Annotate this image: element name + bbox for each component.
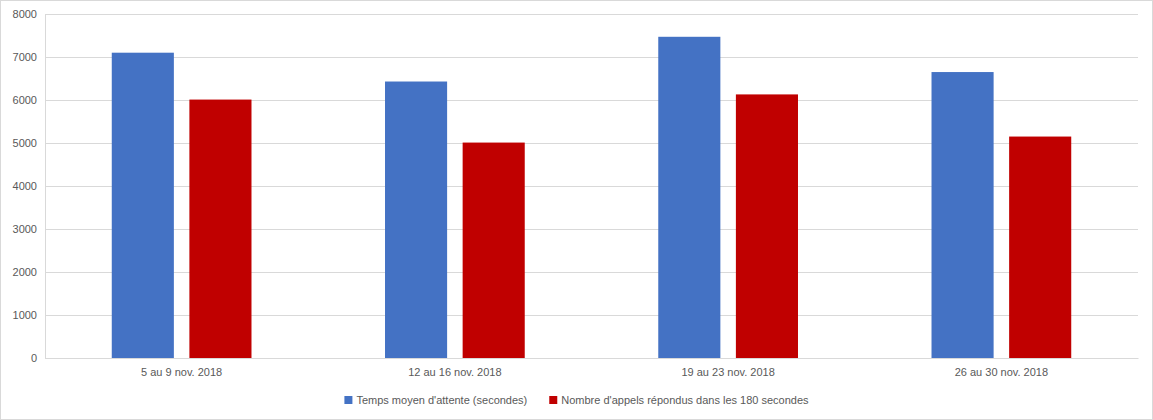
y-tick-label: 6000	[13, 94, 37, 106]
y-tick: 3000	[13, 223, 45, 235]
y-tick: 4000	[13, 180, 45, 192]
plot: 0 1000 2000 3000 4000 5000 6000 7000 8000 5 au 9 …	[13, 8, 1139, 378]
legend-swatch	[549, 396, 557, 404]
x-tick: 5 au 9 nov. 2018	[141, 358, 222, 378]
bar	[658, 37, 720, 358]
x-tick: 26 au 30 nov. 2018	[955, 358, 1048, 378]
y-tick: 8000	[13, 8, 45, 20]
y-tick-label: 1000	[13, 309, 37, 321]
y-tick: 6000	[13, 94, 45, 106]
bar	[1009, 137, 1071, 358]
bar-series	[112, 37, 994, 358]
y-tick: 7000	[13, 51, 45, 63]
y-tick: 2000	[13, 266, 45, 278]
y-tick: 1000	[13, 309, 45, 321]
bar	[112, 53, 174, 358]
x-tick: 12 au 16 nov. 2018	[408, 358, 501, 378]
x-tick-label: 5 au 9 nov. 2018	[141, 366, 222, 378]
legend-label: Nombre d'appels répondus dans les 180 se…	[561, 394, 809, 406]
y-tick: 5000	[13, 137, 45, 149]
y-axis-line	[45, 15, 46, 359]
y-axis: 0 1000 2000 3000 4000 5000 6000 7000 8000	[13, 8, 46, 364]
grid	[45, 15, 1138, 359]
y-tick-label: 5000	[13, 137, 37, 149]
grid-line	[45, 57, 1138, 58]
legend-item: Temps moyen d'attente (secondes)	[344, 394, 527, 406]
chart-frame	[1, 1, 1153, 420]
x-tick-label: 26 au 30 nov. 2018	[955, 366, 1048, 378]
x-axis-line	[46, 358, 1139, 359]
bar	[736, 94, 798, 358]
bar	[463, 143, 525, 358]
y-tick-label: 2000	[13, 266, 37, 278]
grid-line	[45, 14, 1138, 15]
bar	[932, 72, 994, 358]
y-tick-label: 7000	[13, 51, 37, 63]
legend-label: Temps moyen d'attente (secondes)	[356, 394, 527, 406]
x-tick-label: 19 au 23 nov. 2018	[681, 366, 774, 378]
y-tick-label: 3000	[13, 223, 37, 235]
chart: 0 1000 2000 3000 4000 5000 6000 7000 8000 5 au 9 …	[0, 0, 1153, 420]
legend: Temps moyen d'attente (secondes) Nombre d…	[344, 394, 809, 406]
x-tick-label: 12 au 16 nov. 2018	[408, 366, 501, 378]
x-tick: 19 au 23 nov. 2018	[681, 358, 774, 378]
y-tick-label: 8000	[13, 8, 37, 20]
y-tick: 0	[31, 352, 45, 364]
bars	[112, 37, 1071, 358]
y-tick-label: 0	[31, 352, 37, 364]
grid-line	[45, 358, 1138, 359]
bar	[385, 82, 447, 358]
bar-series	[189, 94, 1071, 358]
y-tick-label: 4000	[13, 180, 37, 192]
legend-swatch	[344, 396, 352, 404]
x-axis: 5 au 9 nov. 2018 12 au 16 nov. 2018 19 au …	[46, 358, 1139, 378]
bar	[189, 100, 251, 358]
legend-item: Nombre d'appels répondus dans les 180 se…	[549, 394, 809, 406]
